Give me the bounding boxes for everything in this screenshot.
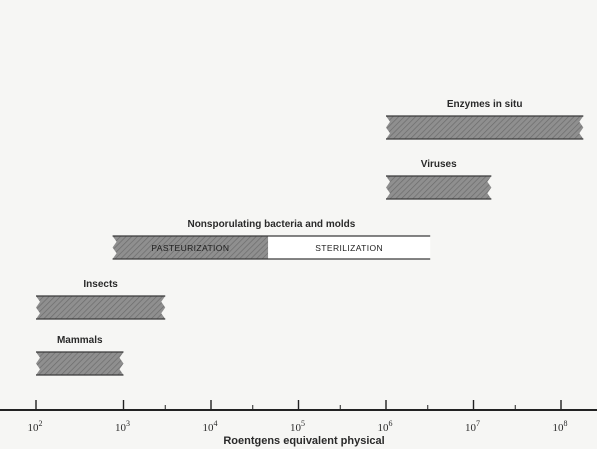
bar-group: Mammals [36, 335, 124, 376]
bar-label: Insects [83, 279, 118, 290]
bars-layer: Enzymes in situ Viruses PASTEURIZATION STER… [36, 99, 584, 376]
x-axis-title: Roentgens equivalent physical [223, 435, 384, 447]
bar-group: Enzymes in situ [386, 99, 584, 140]
bar-group: Viruses [386, 159, 492, 200]
x-tick-label: 105 [290, 419, 305, 434]
x-tick-label: 106 [378, 419, 393, 434]
bar-label: Mammals [57, 335, 103, 346]
bar-label: Nonsporulating bacteria and molds [187, 219, 355, 230]
bar-group: PASTEURIZATION STERILIZATION Nonsporulatin… [112, 219, 431, 260]
bar-segment-hatched [36, 352, 124, 375]
bar-segment-hatched [112, 236, 269, 259]
bar-segment-plain [268, 236, 431, 259]
x-tick-label: 104 [203, 419, 218, 434]
x-axis: 102 103 104 105 106 107 108 [0, 400, 597, 434]
x-tick-label: 107 [465, 419, 480, 434]
bar-segment-hatched [36, 296, 166, 319]
bar-segment-hatched [386, 176, 492, 199]
x-tick-label: 108 [553, 419, 568, 434]
bar-group: Insects [36, 279, 166, 320]
x-tick-label: 102 [28, 419, 43, 434]
x-tick-label: 103 [115, 419, 130, 434]
bar-segment-label: PASTEURIZATION [151, 243, 229, 253]
bar-segment-hatched [386, 116, 584, 139]
bar-label: Viruses [421, 159, 457, 170]
bar-label: Enzymes in situ [447, 99, 523, 110]
bar-segment-label: STERILIZATION [315, 243, 383, 253]
